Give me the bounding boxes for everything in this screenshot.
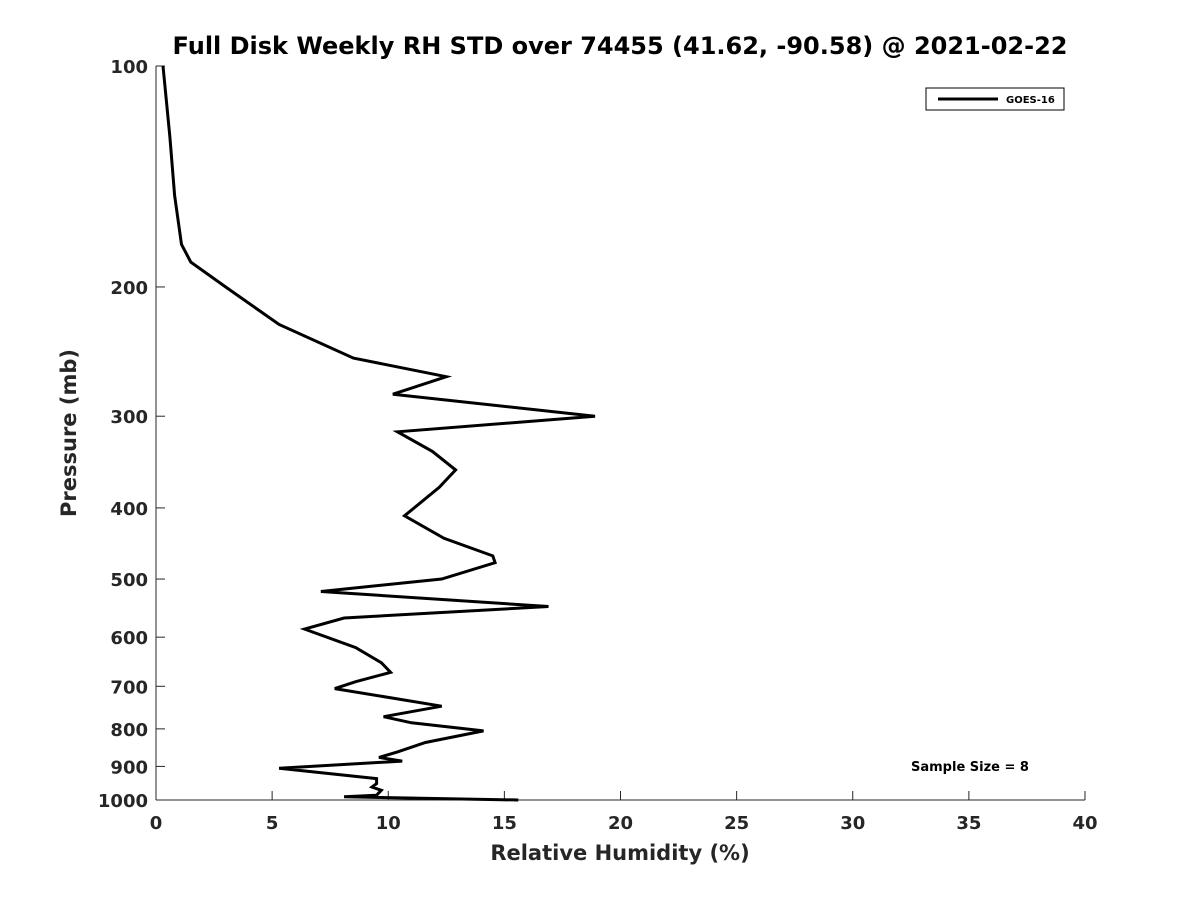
y-tick-label: 600 xyxy=(110,628,148,649)
sample-size-annotation: Sample Size = 8 xyxy=(911,760,1029,775)
legend-label-goes16: GOES-16 xyxy=(1006,95,1055,106)
series-line-goes-16 xyxy=(161,65,596,802)
y-tick-label: 500 xyxy=(110,570,148,591)
y-tick-label: 200 xyxy=(110,278,148,299)
y-tick-label: 1000 xyxy=(98,791,148,812)
plot-area: 0 5 10 15 20 25 30 35 40 100 200 300 400 500 600 700 800… xyxy=(98,57,1098,834)
x-tick-label: 0 xyxy=(150,813,163,834)
y-tick-label: 100 xyxy=(110,57,148,78)
x-tick-label: 25 xyxy=(724,813,749,834)
x-tick-label: 20 xyxy=(608,813,633,834)
y-tick-label: 400 xyxy=(110,499,148,520)
x-tick-label: 5 xyxy=(266,813,279,834)
x-tick-label: 35 xyxy=(956,813,981,834)
y-axis-label: Pressure (mb) xyxy=(57,349,81,517)
y-tick-label: 700 xyxy=(110,677,148,698)
legend: GOES-16 xyxy=(925,87,1065,111)
x-axis-label: Relative Humidity (%) xyxy=(490,841,749,865)
x-tick-label: 30 xyxy=(840,813,865,834)
y-tick-label: 300 xyxy=(110,407,148,428)
y-tick-label: 800 xyxy=(110,720,148,741)
chart-title: Full Disk Weekly RH STD over 74455 (41.6… xyxy=(173,32,1068,60)
x-tick-label: 40 xyxy=(1072,813,1097,834)
x-tick-label: 10 xyxy=(376,813,401,834)
y-tick-label: 900 xyxy=(110,757,148,778)
x-tick-label: 15 xyxy=(492,813,517,834)
